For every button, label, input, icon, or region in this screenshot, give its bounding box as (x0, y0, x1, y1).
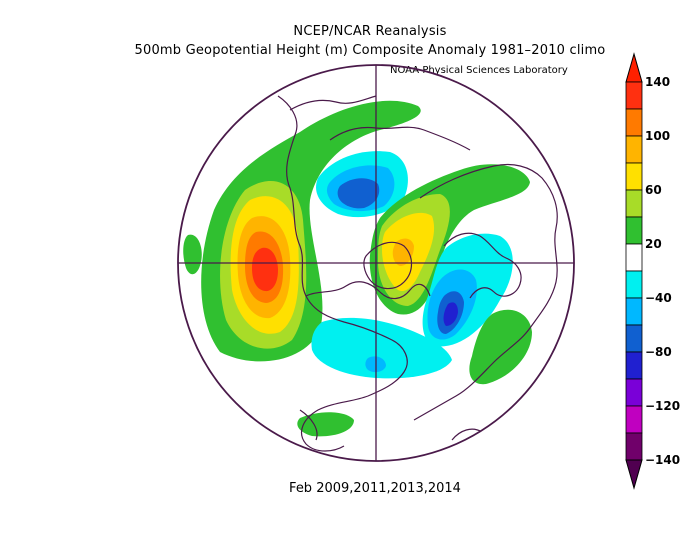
anomaly-gold-east (392, 238, 414, 266)
colorbar: 14012010080604020−20−40−60−80−100−120−14… (625, 52, 680, 490)
anomaly-green-small (183, 234, 202, 275)
anomaly-cyan-namerica (311, 317, 452, 379)
colorbar-label: 100 (645, 129, 670, 143)
north-america-outline (277, 95, 408, 452)
colorbar-label: −40 (645, 291, 672, 305)
colorbar-label: −80 (645, 345, 672, 359)
anomaly-dark-blue-eurasia (443, 302, 458, 326)
greenland-outline (363, 241, 413, 290)
colorbar-top-arrow (625, 52, 643, 83)
colorbar-label: −140 (645, 453, 680, 467)
colorbar-swatch (625, 378, 643, 407)
colorbar-label: 60 (645, 183, 662, 197)
eurasia-outline (413, 163, 558, 421)
canada-arctic-outline (305, 281, 431, 300)
colorbar-swatch (625, 297, 643, 326)
colorbar-swatch (625, 270, 643, 299)
colorbar-swatch (625, 189, 643, 218)
siberia-outline (329, 126, 471, 151)
colorbar-label: −120 (645, 399, 680, 413)
colorbar-swatch (625, 216, 643, 245)
colorbar-label: 140 (645, 75, 670, 89)
asia-east-outline (289, 95, 377, 111)
colorbar-swatch (625, 432, 643, 461)
colorbar-swatch (625, 351, 643, 380)
colorbar-swatch (625, 81, 643, 110)
anomaly-red-west (252, 247, 278, 292)
mexico-outline (299, 409, 318, 441)
colorbar-swatch (625, 135, 643, 164)
colorbar-swatch (625, 108, 643, 137)
colorbar-swatch (625, 162, 643, 191)
colorbar-bottom-arrow (625, 459, 643, 490)
composite-years-caption: Feb 2009,2011,2013,2014 (289, 481, 461, 496)
anomaly-green-atlantic (469, 309, 532, 385)
colorbar-label: 20 (645, 237, 662, 251)
globe-boundary (177, 64, 575, 462)
europe-outline (443, 232, 522, 299)
anomaly-field (183, 100, 532, 437)
credit-label: NOAA Physical Sciences Laboratory (390, 65, 568, 76)
chart-subtitle: 500mb Geopotential Height (m) Composite … (134, 43, 606, 58)
colorbar-swatch (625, 405, 643, 434)
chart-title: NCEP/NCAR Reanalysis (293, 24, 447, 39)
anomaly-blue-arctic (337, 178, 380, 209)
anomaly-green-south (297, 412, 354, 437)
colorbar-swatch (625, 324, 643, 353)
colorbar-swatch (625, 243, 643, 272)
coastlines (277, 95, 558, 461)
